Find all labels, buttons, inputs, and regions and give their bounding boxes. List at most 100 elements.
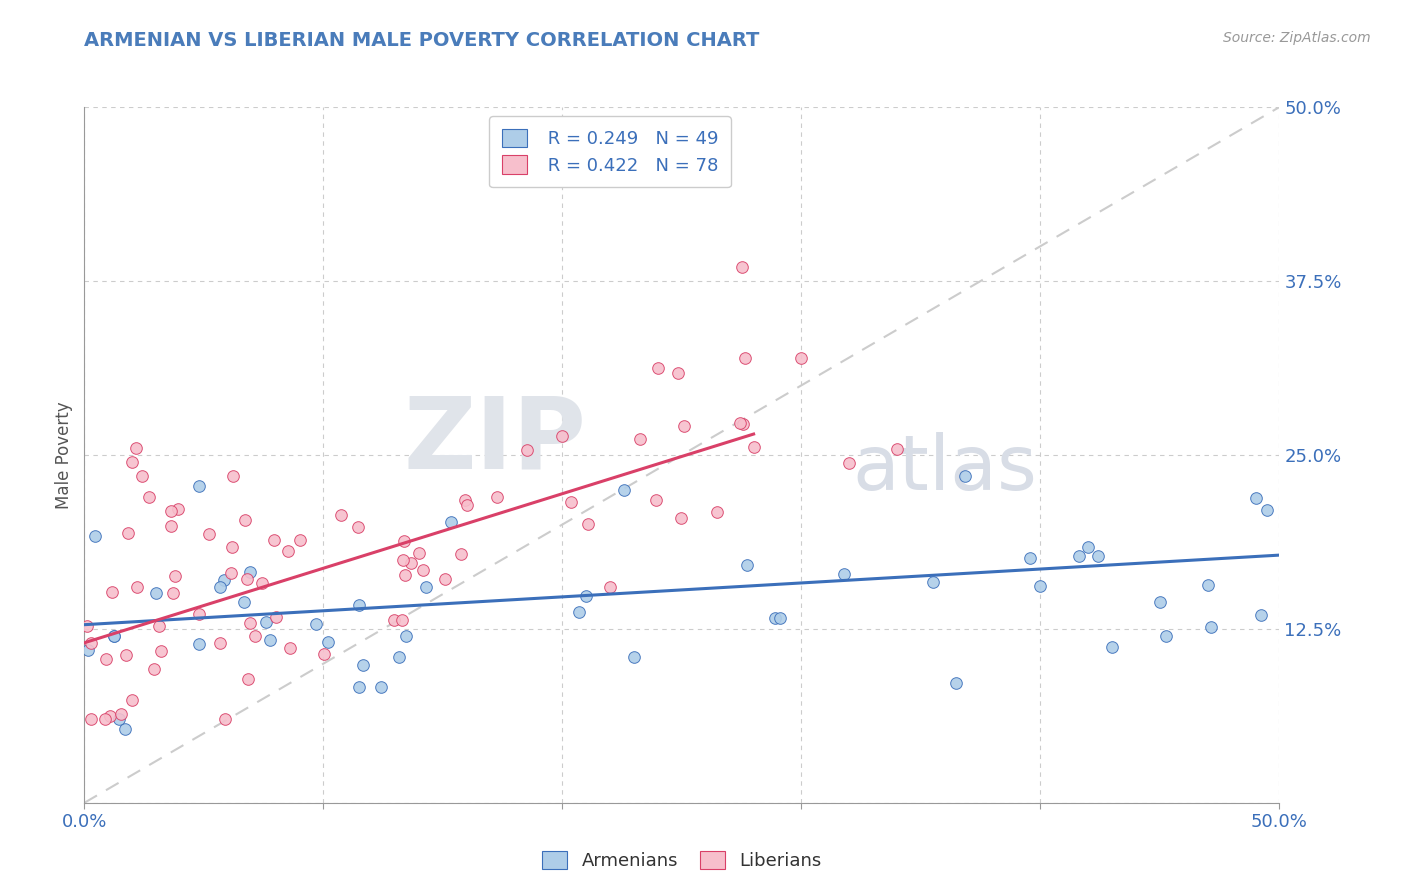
Point [236,573,259,587]
Point [953,468,976,483]
Point [1019,551,1042,566]
Point [832,567,855,582]
Point [304,616,326,631]
Point [316,634,339,648]
Point [1029,579,1052,593]
Point [647,361,669,376]
Point [188,607,211,622]
Point [1087,549,1109,563]
Point [312,647,335,661]
Point [108,712,131,726]
Point [222,469,245,483]
Point [219,566,242,581]
Point [150,644,173,658]
Point [391,553,413,567]
Point [433,572,456,586]
Point [706,505,728,519]
Point [349,598,371,612]
Point [121,455,143,469]
Point [645,492,668,507]
Point [440,515,463,529]
Point [623,649,645,664]
Point [673,418,696,433]
Point [415,580,437,594]
Point [838,456,860,470]
Point [138,490,160,504]
Text: ARMENIAN VS LIBERIAN MALE POVERTY CORRELATION CHART: ARMENIAN VS LIBERIAN MALE POVERTY CORREL… [84,31,759,50]
Text: atlas: atlas [852,432,1038,506]
Point [1197,578,1219,592]
Point [243,629,266,643]
Point [145,586,167,600]
Point [165,569,187,583]
Point [485,490,508,504]
Point [288,533,311,547]
Point [142,662,165,676]
Point [1067,549,1090,563]
Point [125,580,148,594]
Point [382,613,405,627]
Point [1256,503,1278,517]
Point [214,574,236,588]
Point [250,576,273,591]
Point [1077,540,1099,554]
Point [347,681,370,695]
Point [121,693,143,707]
Point [730,416,752,430]
Point [101,585,124,599]
Point [395,629,418,643]
Point [214,712,236,726]
Point [114,722,136,736]
Point [1101,640,1123,654]
Text: ZIP: ZIP [404,392,586,490]
Point [162,586,184,600]
Text: Source: ZipAtlas.com: Source: ZipAtlas.com [1223,31,1371,45]
Point [394,568,416,582]
Point [612,483,634,498]
Point [188,637,211,651]
Point [263,533,285,547]
Point [148,619,170,633]
Point [454,493,477,508]
Point [886,442,908,457]
Point [264,610,287,624]
Point [731,417,754,431]
Point [221,540,243,554]
Point [1244,491,1267,505]
Point [79,712,101,726]
Point [456,498,478,512]
Point [208,635,231,649]
Point [578,516,600,531]
Point [125,441,148,455]
Point [239,566,262,580]
Point [167,502,190,516]
Point [551,428,574,442]
Point [790,351,813,365]
Y-axis label: Male Poverty: Male Poverty [55,401,73,508]
Point [922,574,945,589]
Point [198,527,221,541]
Point [669,511,692,525]
Point [232,595,254,609]
Point [391,613,413,627]
Point [769,610,792,624]
Point [347,520,370,534]
Point [742,441,765,455]
Point [330,508,353,523]
Point [735,558,758,573]
Point [516,443,538,458]
Point [278,640,301,655]
Point [763,611,786,625]
Point [239,615,262,630]
Point [734,351,756,365]
Point [84,529,107,543]
Point [575,589,598,603]
Point [103,629,125,643]
Point [80,636,103,650]
Point [160,503,183,517]
Point [1199,620,1222,634]
Point [277,544,299,558]
Point [1154,629,1177,643]
Point [254,615,277,629]
Point [568,605,591,619]
